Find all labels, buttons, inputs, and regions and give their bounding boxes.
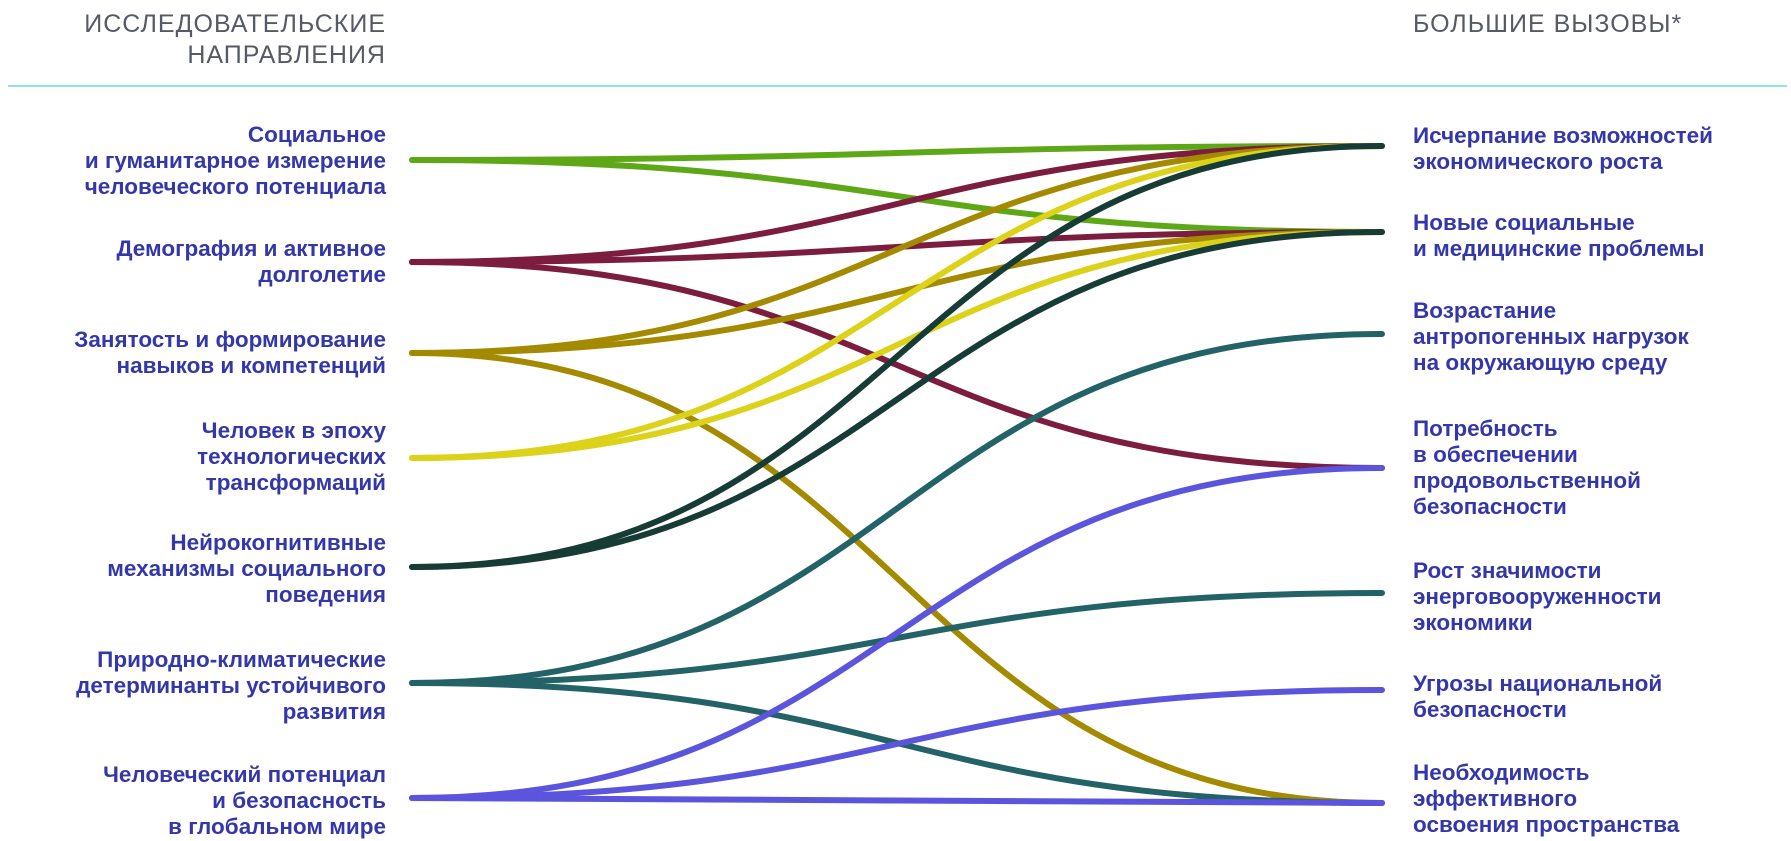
link-d6-c3 bbox=[409, 331, 1385, 686]
challenge-label-2: Новые социальные и медицинские проблемы bbox=[1413, 210, 1705, 261]
challenge-label-4: Потребность в обеспечении продовольствен… bbox=[1413, 416, 1641, 519]
left-column-header: ИССЛЕДОВАТЕЛЬСКИЕ НАПРАВЛЕНИЯ bbox=[84, 10, 386, 69]
link-d4-c2 bbox=[409, 229, 1385, 461]
link-d5-c2 bbox=[409, 229, 1385, 570]
challenge-label-3: Возрастание антропогенных нагрузок на ок… bbox=[1413, 298, 1689, 375]
challenge-label-1: Исчерпание возможностей экономического р… bbox=[1413, 123, 1713, 174]
direction-label-3: Занятость и формирование навыков и компе… bbox=[74, 327, 386, 378]
challenge-label-7: Необходимость эффективного освоения прос… bbox=[1413, 760, 1680, 837]
link-d2-c1 bbox=[409, 143, 1385, 265]
direction-label-6: Природно-климатические детерминанты усто… bbox=[76, 647, 386, 724]
link-d5-c1 bbox=[409, 143, 1385, 570]
right-column-header: БОЛЬШИЕ ВЫЗОВЫ* bbox=[1413, 10, 1683, 38]
link-d7-c7 bbox=[409, 795, 1385, 806]
link-d1-c2 bbox=[409, 157, 1385, 235]
link-d3-c1 bbox=[409, 143, 1385, 356]
challenge-label-6: Угрозы национальной безопасности bbox=[1413, 671, 1663, 722]
direction-label-7: Человеческий потенциал и безопасность в … bbox=[103, 762, 386, 839]
direction-label-1: Социальное и гуманитарное измерение чело… bbox=[84, 122, 386, 199]
direction-label-2: Демография и активное долголетие bbox=[116, 236, 386, 287]
link-d7-c4 bbox=[409, 465, 1385, 801]
challenge-label-5: Рост значимости энерговооруженности экон… bbox=[1413, 558, 1662, 635]
link-d1-c1 bbox=[409, 143, 1385, 163]
link-d7-c6 bbox=[409, 687, 1385, 801]
link-d6-c5 bbox=[409, 590, 1385, 686]
link-d2-c4 bbox=[409, 259, 1385, 471]
link-d4-c1 bbox=[409, 143, 1385, 461]
direction-label-5: Нейрокогнитивные механизмы социального п… bbox=[107, 530, 386, 607]
header-divider bbox=[8, 85, 1787, 87]
link-d3-c2 bbox=[409, 229, 1385, 356]
link-d3-c7 bbox=[409, 350, 1385, 806]
direction-label-4: Человек в эпоху технологических трансфор… bbox=[197, 418, 386, 495]
